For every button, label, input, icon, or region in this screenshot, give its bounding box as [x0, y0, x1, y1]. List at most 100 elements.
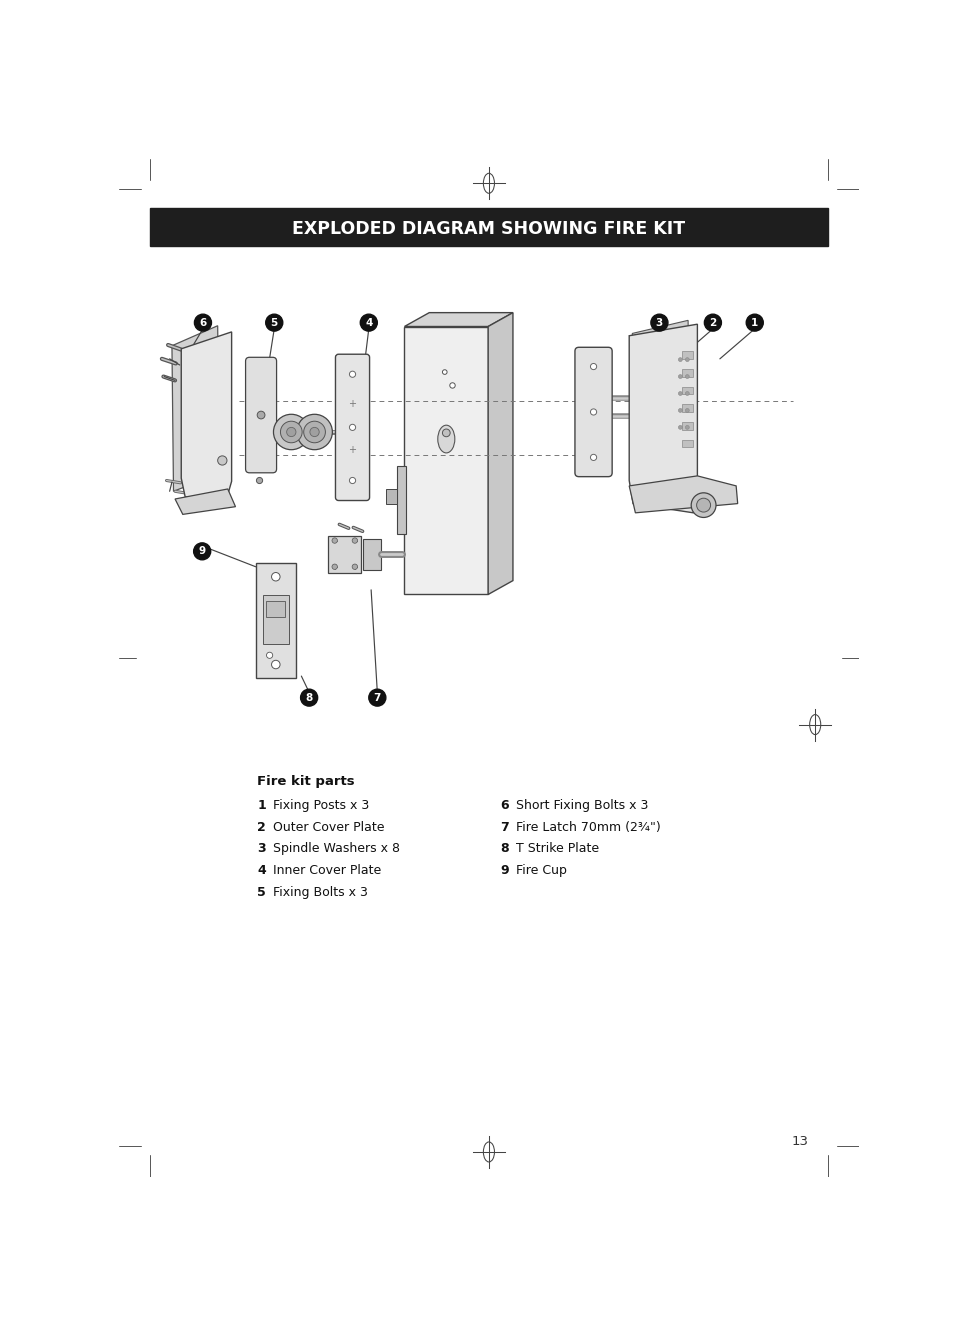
- Polygon shape: [632, 320, 689, 483]
- Circle shape: [703, 315, 720, 330]
- FancyBboxPatch shape: [575, 348, 612, 477]
- Circle shape: [684, 358, 688, 361]
- Text: 6: 6: [500, 800, 509, 812]
- Text: 6: 6: [199, 317, 207, 328]
- Bar: [681, 386, 692, 394]
- Circle shape: [678, 374, 681, 378]
- Circle shape: [193, 543, 211, 559]
- Circle shape: [691, 493, 716, 517]
- Polygon shape: [404, 327, 488, 595]
- Circle shape: [678, 391, 681, 395]
- Circle shape: [590, 408, 596, 415]
- Text: 7: 7: [374, 693, 380, 702]
- Text: Fire Latch 70mm (2¾"): Fire Latch 70mm (2¾"): [516, 821, 660, 834]
- Circle shape: [369, 689, 385, 706]
- Polygon shape: [488, 312, 513, 595]
- Circle shape: [449, 383, 455, 389]
- Circle shape: [332, 538, 337, 543]
- Polygon shape: [255, 563, 295, 678]
- Text: 8: 8: [305, 693, 313, 702]
- Circle shape: [360, 315, 377, 330]
- Text: 8: 8: [500, 842, 509, 855]
- Text: Outer Cover Plate: Outer Cover Plate: [273, 821, 384, 834]
- Circle shape: [266, 652, 273, 658]
- Circle shape: [257, 411, 265, 419]
- Circle shape: [300, 689, 317, 706]
- Polygon shape: [262, 595, 289, 644]
- Circle shape: [352, 538, 357, 543]
- Ellipse shape: [437, 426, 455, 453]
- Circle shape: [590, 455, 596, 460]
- Circle shape: [256, 477, 262, 484]
- Bar: [681, 422, 692, 430]
- Text: Short Fixing Bolts x 3: Short Fixing Bolts x 3: [516, 800, 648, 812]
- Bar: [150, 208, 827, 246]
- Text: 1: 1: [750, 317, 758, 328]
- Circle shape: [349, 477, 355, 484]
- Circle shape: [274, 414, 309, 449]
- Text: Fixing Posts x 3: Fixing Posts x 3: [273, 800, 369, 812]
- Circle shape: [684, 374, 688, 378]
- Text: 2: 2: [708, 317, 716, 328]
- Circle shape: [678, 358, 681, 361]
- Text: 3: 3: [655, 317, 662, 328]
- Circle shape: [678, 426, 681, 430]
- Text: T Strike Plate: T Strike Plate: [516, 842, 598, 855]
- Polygon shape: [174, 489, 235, 514]
- Polygon shape: [629, 476, 737, 513]
- Circle shape: [217, 456, 227, 465]
- Text: 7: 7: [500, 821, 509, 834]
- Circle shape: [286, 427, 295, 436]
- Circle shape: [332, 564, 337, 570]
- Bar: [681, 405, 692, 412]
- Circle shape: [352, 564, 357, 570]
- Text: Fire kit parts: Fire kit parts: [257, 775, 355, 788]
- Polygon shape: [181, 332, 232, 502]
- Circle shape: [349, 424, 355, 431]
- Circle shape: [280, 422, 302, 443]
- Polygon shape: [266, 602, 285, 617]
- Bar: [681, 352, 692, 358]
- Circle shape: [590, 364, 596, 370]
- Text: 2: 2: [257, 821, 266, 834]
- Polygon shape: [362, 539, 381, 570]
- Text: 1: 1: [257, 800, 266, 812]
- Circle shape: [272, 572, 280, 580]
- Circle shape: [684, 408, 688, 412]
- Text: Spindle Washers x 8: Spindle Washers x 8: [273, 842, 399, 855]
- Circle shape: [678, 408, 681, 412]
- Text: 3: 3: [257, 842, 266, 855]
- Polygon shape: [404, 312, 513, 327]
- Polygon shape: [396, 465, 406, 534]
- Circle shape: [296, 414, 332, 449]
- Polygon shape: [328, 535, 360, 572]
- Circle shape: [684, 426, 688, 430]
- Circle shape: [303, 422, 325, 443]
- Circle shape: [696, 498, 710, 512]
- Text: 13: 13: [791, 1136, 808, 1147]
- Circle shape: [266, 315, 282, 330]
- Text: 5: 5: [271, 317, 277, 328]
- Text: +: +: [348, 398, 356, 408]
- Text: +: +: [348, 444, 356, 455]
- Text: 4: 4: [365, 317, 372, 328]
- Bar: [681, 369, 692, 377]
- Circle shape: [272, 660, 280, 669]
- Polygon shape: [629, 324, 697, 513]
- Circle shape: [310, 427, 319, 436]
- Circle shape: [442, 370, 447, 374]
- Circle shape: [442, 430, 450, 436]
- Text: 9: 9: [198, 546, 206, 557]
- Text: EXPLODED DIAGRAM SHOWING FIRE KIT: EXPLODED DIAGRAM SHOWING FIRE KIT: [292, 219, 685, 238]
- Text: 4: 4: [257, 865, 266, 876]
- Text: 9: 9: [500, 865, 509, 876]
- Polygon shape: [172, 325, 219, 492]
- FancyBboxPatch shape: [245, 357, 276, 473]
- Circle shape: [650, 315, 667, 330]
- Text: Fire Cup: Fire Cup: [516, 865, 566, 876]
- Circle shape: [684, 391, 688, 395]
- Polygon shape: [385, 489, 396, 504]
- Circle shape: [745, 315, 762, 330]
- FancyBboxPatch shape: [335, 354, 369, 501]
- Text: 5: 5: [257, 886, 266, 899]
